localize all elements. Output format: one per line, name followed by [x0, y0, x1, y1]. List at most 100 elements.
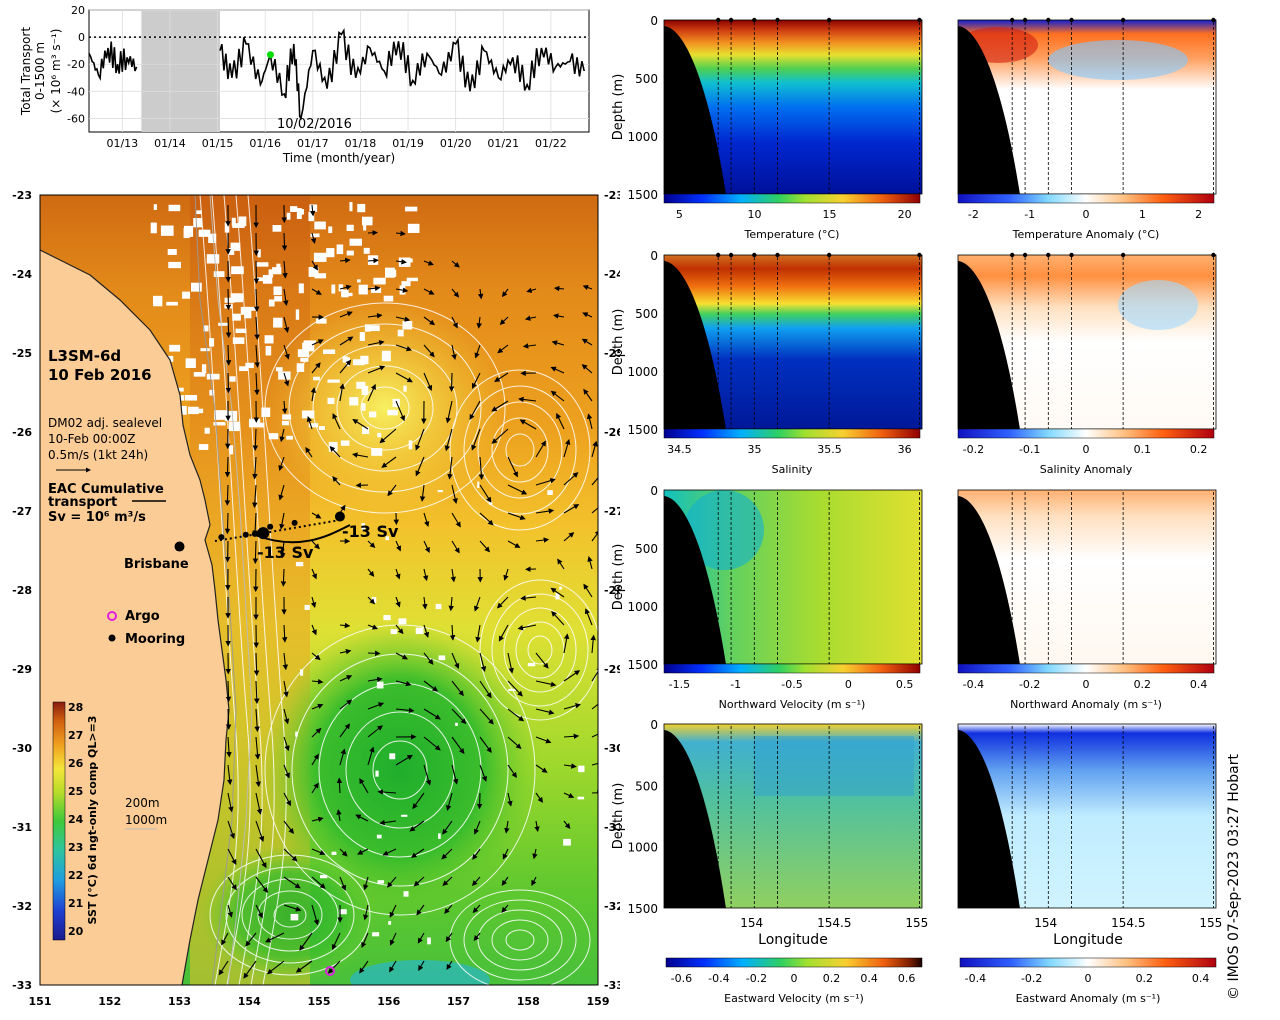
velocity-vector	[451, 344, 457, 360]
cloud-gap	[295, 561, 304, 567]
velocity-vector	[519, 419, 537, 430]
cloud-gap	[232, 337, 245, 344]
latitude-label-right: -23	[604, 189, 620, 202]
velocity-vector	[254, 680, 260, 705]
longitude-label: 152	[98, 995, 121, 1008]
mooring-legend-icon	[108, 634, 116, 642]
cloud-gap	[361, 426, 370, 435]
velocity-vector	[442, 876, 453, 887]
velocity-vector	[449, 624, 456, 641]
cloud-gap	[169, 344, 181, 352]
warm-core-eddy	[265, 298, 505, 518]
velocity-vector	[476, 792, 483, 810]
velocity-vector	[535, 736, 552, 744]
velocity-vector	[363, 904, 369, 921]
velocity-vector	[581, 338, 593, 346]
velocity-vector	[339, 622, 351, 629]
latitude-label-right: -32	[604, 900, 620, 913]
cloud-gap	[281, 420, 290, 426]
cloud-gap	[302, 342, 315, 352]
latitude-label-right: -28	[604, 584, 620, 597]
cloud-gap	[340, 440, 350, 446]
cloud-gap	[273, 286, 282, 296]
colorbar-label: Eastward Velocity (m s⁻¹)	[724, 992, 864, 1005]
velocity-vector	[305, 446, 313, 458]
cloud-gap	[376, 681, 384, 689]
cloud-gap	[361, 385, 369, 396]
sealevel-contour	[318, 682, 482, 858]
cloud-gap	[327, 379, 340, 383]
colorbar-label: Eastward Anomaly (m s⁻¹)	[1016, 992, 1161, 1005]
velocity-vector	[479, 652, 487, 672]
ytick-label: -60	[67, 112, 85, 125]
velocity-vector	[227, 876, 237, 891]
velocity-vector	[299, 932, 313, 951]
longitude-label: 153	[168, 995, 191, 1008]
velocity-vector	[507, 764, 517, 779]
sealevel-contour	[225, 866, 355, 964]
eac-transport-section	[214, 519, 341, 542]
cloud-gap	[383, 295, 394, 302]
velocity-vector	[535, 537, 550, 543]
velocity-vector	[281, 624, 288, 643]
velocity-vector	[451, 708, 467, 725]
velocity-vector	[563, 439, 571, 458]
velocity-vector	[395, 230, 406, 237]
depth-tick: 500	[635, 72, 658, 86]
velocity-vector	[507, 456, 518, 478]
cloud-gap	[331, 284, 336, 294]
cloud-gap	[438, 655, 446, 661]
velocity-vector	[283, 316, 290, 333]
velocity-vector	[591, 529, 598, 542]
velocity-vector	[311, 260, 318, 271]
velocity-vector	[395, 344, 413, 352]
bathymetry	[958, 261, 1020, 429]
cloud-gap	[300, 357, 309, 362]
velocity-vector	[395, 568, 401, 580]
velocity-vector	[423, 680, 438, 692]
velocity-vector	[266, 960, 285, 975]
velocity-vector	[563, 733, 580, 740]
velocity-vector	[445, 932, 453, 943]
velocity-vector	[309, 204, 316, 217]
colorbar-tick: 0.4	[860, 972, 878, 985]
mooring-markers	[174, 511, 345, 552]
velocity-vector	[283, 848, 298, 862]
velocity-vector	[441, 848, 453, 860]
cloud-gap	[272, 225, 282, 232]
cloud-gap	[193, 372, 206, 377]
velocity-vector	[254, 372, 260, 396]
sealevel-line-2: 10-Feb 00:00Z	[48, 432, 135, 446]
cloud-gap	[310, 233, 320, 238]
velocity-vector	[283, 820, 294, 834]
sealevel-contour	[505, 433, 535, 467]
cloud-gap	[349, 397, 359, 406]
cloud-gap	[390, 629, 398, 635]
colorbar-tick: -2	[968, 208, 979, 221]
xtick-label: 01/22	[535, 137, 567, 150]
latitude-label-right: -30	[604, 742, 620, 755]
cloud-gap	[201, 364, 207, 374]
velocity-vector	[280, 540, 286, 559]
velocity-vector	[227, 848, 237, 865]
velocity-vector	[310, 232, 317, 244]
velocity-vector	[367, 676, 383, 683]
cloud-gap	[381, 350, 391, 362]
colorbar-label: Northward Velocity (m s⁻¹)	[719, 698, 866, 711]
velocity-vector	[474, 344, 481, 359]
sealevel-contour	[479, 579, 598, 721]
velocity-vector	[339, 675, 353, 682]
mooring-marker	[257, 527, 270, 540]
cloud-gap	[190, 282, 202, 292]
cloud-gap	[314, 273, 327, 279]
cloud-gap	[455, 722, 458, 726]
velocity-vector	[281, 400, 288, 415]
velocity-vector	[311, 753, 319, 766]
cloud-gap	[308, 212, 315, 222]
cloud-gap	[577, 796, 585, 800]
map-product-title: L3SM-6d	[48, 347, 121, 365]
velocity-vector	[224, 484, 231, 506]
velocity-vector	[448, 596, 454, 612]
velocity-vector	[496, 596, 509, 609]
cloud-gap	[256, 262, 269, 267]
